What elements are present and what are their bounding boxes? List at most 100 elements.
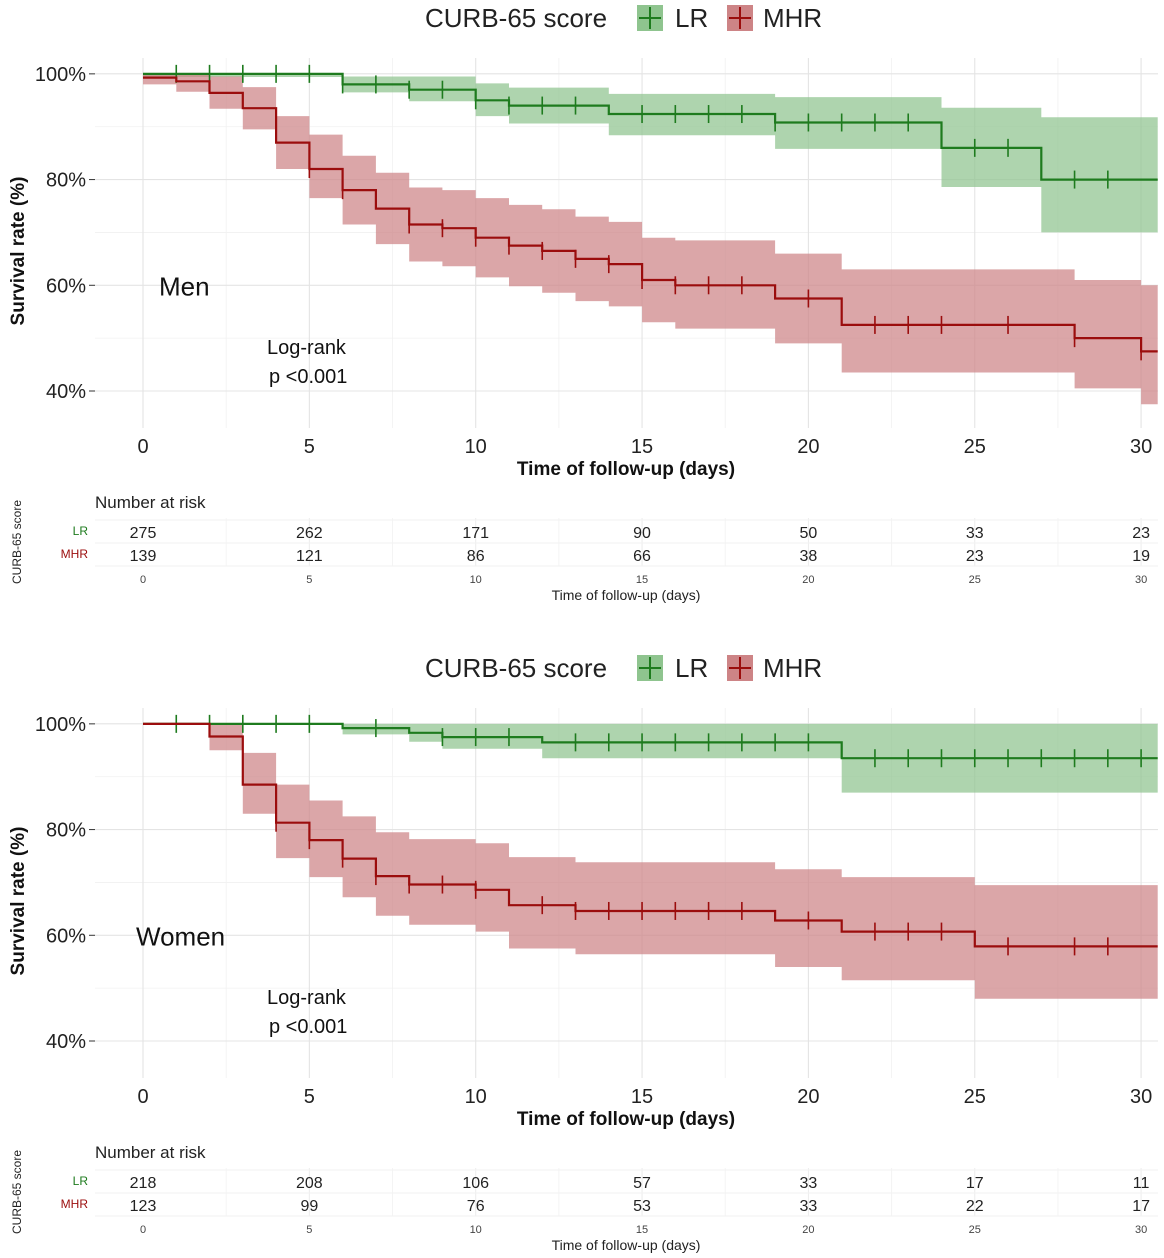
- risk-value: 57: [633, 1175, 651, 1192]
- risk-x-tick-label: 25: [969, 1224, 981, 1236]
- series-lr: [143, 714, 1158, 768]
- risk-value: 99: [300, 1198, 318, 1215]
- legend-key-mhr: [727, 5, 753, 31]
- risk-value: 171: [462, 525, 489, 542]
- ci-band-lr: [143, 723, 1158, 793]
- risk-value: 123: [130, 1198, 157, 1215]
- risk-row-label-mhr: MHR: [61, 1197, 89, 1211]
- risk-value: 66: [633, 548, 651, 565]
- series-mhr: [143, 76, 1158, 361]
- x-tick-label: 20: [797, 436, 819, 458]
- y-tick-label: 100%: [35, 714, 86, 736]
- risk-value: 17: [1132, 1198, 1150, 1215]
- risk-value: 19: [1132, 548, 1150, 565]
- legend-label-lr: LR: [675, 653, 708, 683]
- risk-table: Number at risk LR 218 208 106 57 33 17 11 MHR 123 9…: [10, 1143, 1158, 1253]
- x-tick-label: 5: [304, 1086, 315, 1108]
- p-value-label: p <0.001: [269, 366, 347, 388]
- risk-value: 262: [296, 525, 323, 542]
- risk-value: 33: [800, 1175, 818, 1192]
- risk-value: 50: [800, 525, 818, 542]
- risk-value: 22: [966, 1198, 984, 1215]
- risk-value: 33: [966, 525, 984, 542]
- risk-row-label-lr: LR: [73, 524, 89, 538]
- risk-x-tick-label: 30: [1135, 574, 1147, 586]
- series-lr: [143, 64, 1158, 189]
- legend-label-mhr: MHR: [763, 653, 822, 683]
- x-tick-label: 25: [964, 436, 986, 458]
- x-axis-title: Time of follow-up (days): [517, 1109, 735, 1130]
- x-tick-label: 30: [1130, 1086, 1152, 1108]
- risk-value: 218: [130, 1175, 157, 1192]
- x-tick-label: 15: [631, 1086, 653, 1108]
- risk-row-label-lr: LR: [73, 1174, 89, 1188]
- ci-band-mhr: [143, 723, 1158, 999]
- risk-x-axis-title: Time of follow-up (days): [552, 1237, 701, 1253]
- x-axis-title: Time of follow-up (days): [517, 459, 735, 480]
- y-tick-label: 40%: [46, 1031, 86, 1053]
- risk-value: 86: [467, 548, 485, 565]
- panel-label: Women: [136, 921, 225, 951]
- risk-x-tick-label: 10: [470, 1224, 482, 1236]
- risk-x-tick-label: 0: [140, 1224, 146, 1236]
- risk-value: 121: [296, 548, 323, 565]
- x-tick-label: 15: [631, 436, 653, 458]
- risk-value: 76: [467, 1198, 485, 1215]
- risk-x-tick-label: 0: [140, 574, 146, 586]
- risk-value: 17: [966, 1175, 984, 1192]
- x-tick-label: 10: [465, 1086, 487, 1108]
- p-value-label: p <0.001: [269, 1016, 347, 1038]
- logrank-label: Log-rank: [267, 987, 347, 1009]
- risk-value: 33: [800, 1198, 818, 1215]
- risk-x-tick-label: 10: [470, 574, 482, 586]
- legend-title: CURB-65 score: [425, 653, 607, 683]
- risk-y-axis-title: CURB-65 score: [10, 1150, 24, 1234]
- risk-value: 23: [966, 548, 984, 565]
- risk-value: 139: [130, 548, 157, 565]
- legend-key-lr: [637, 655, 663, 681]
- risk-x-tick-label: 25: [969, 574, 981, 586]
- legend-label-mhr: MHR: [763, 3, 822, 33]
- risk-x-tick-label: 15: [636, 574, 648, 586]
- y-axis-title: Survival rate (%): [8, 827, 29, 976]
- x-tick-label: 10: [465, 436, 487, 458]
- risk-x-tick-label: 5: [306, 1224, 312, 1236]
- series-mhr: [143, 722, 1158, 956]
- panel-label: Men: [159, 271, 210, 301]
- x-tick-label: 20: [797, 1086, 819, 1108]
- risk-x-tick-label: 15: [636, 1224, 648, 1236]
- ci-band-mhr: [143, 73, 1158, 405]
- risk-x-tick-label: 20: [802, 574, 814, 586]
- risk-value: 208: [296, 1175, 323, 1192]
- risk-value: 11: [1133, 1175, 1150, 1192]
- risk-value: 275: [130, 525, 157, 542]
- legend-title: CURB-65 score: [425, 3, 607, 33]
- risk-value: 53: [633, 1198, 651, 1215]
- risk-value: 106: [462, 1175, 489, 1192]
- legend-key-mhr: [727, 655, 753, 681]
- risk-y-axis-title: CURB-65 score: [10, 500, 24, 584]
- x-tick-label: 5: [304, 436, 315, 458]
- y-tick-label: 40%: [46, 381, 86, 403]
- x-tick-label: 30: [1130, 436, 1152, 458]
- survival-curve-mhr: [143, 76, 1158, 353]
- ci-band-lr: [143, 73, 1158, 233]
- km-panel-men: CURB-65 score LR MHR 40% 60% 80% 100% 0 5 10 15 20 2…: [8, 3, 1158, 603]
- risk-x-tick-label: 5: [306, 574, 312, 586]
- y-axis-title: Survival rate (%): [8, 177, 29, 326]
- risk-value: 23: [1132, 525, 1150, 542]
- legend: CURB-65 score LR MHR: [425, 653, 822, 683]
- legend-key-lr: [637, 5, 663, 31]
- legend: CURB-65 score LR MHR: [425, 3, 822, 33]
- x-tick-label: 25: [964, 1086, 986, 1108]
- km-panel-women: CURB-65 score LR MHR 40% 60% 80% 100% 0 5 10 15 20 2…: [8, 653, 1158, 1253]
- survival-curve-lr: [143, 72, 1158, 181]
- x-tick-label: 0: [137, 1086, 148, 1108]
- risk-value: 38: [800, 548, 818, 565]
- risk-x-axis-title: Time of follow-up (days): [552, 587, 701, 603]
- y-tick-label: 80%: [46, 820, 86, 842]
- risk-row-label-mhr: MHR: [61, 547, 89, 561]
- risk-value: 90: [633, 525, 651, 542]
